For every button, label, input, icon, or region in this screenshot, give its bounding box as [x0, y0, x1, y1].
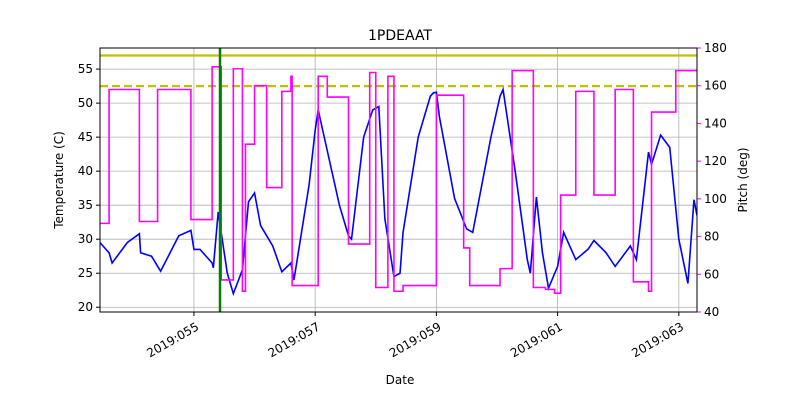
y-tick-label: 55: [78, 62, 93, 76]
y-tick-label: 35: [78, 198, 93, 212]
chart-title: 1PDEAAT: [368, 28, 432, 44]
y2-tick-label: 40: [704, 305, 719, 319]
y2-tick-label: 140: [704, 116, 727, 130]
plot-frame: [99, 47, 698, 313]
y2-axis-label: Pitch (deg): [736, 147, 750, 212]
y2-tick-label: 180: [704, 41, 727, 55]
y2-tick-label: 60: [704, 267, 719, 281]
y2-tick-label: 100: [704, 192, 727, 206]
x-axis-label: Date: [386, 373, 415, 387]
y-tick-label: 50: [78, 96, 93, 110]
y2-tick-label: 120: [704, 154, 727, 168]
y-tick-label: 30: [78, 232, 93, 246]
y-axis-label: Temperature (C): [52, 131, 66, 230]
y-tick-label: 25: [78, 266, 93, 280]
series-line: [100, 66, 697, 294]
y-tick-label: 20: [78, 300, 93, 314]
y-tick-label: 40: [78, 164, 93, 178]
y-tick-label: 45: [78, 130, 93, 144]
y2-tick-label: 80: [704, 230, 719, 244]
y2-tick-label: 160: [704, 79, 727, 93]
